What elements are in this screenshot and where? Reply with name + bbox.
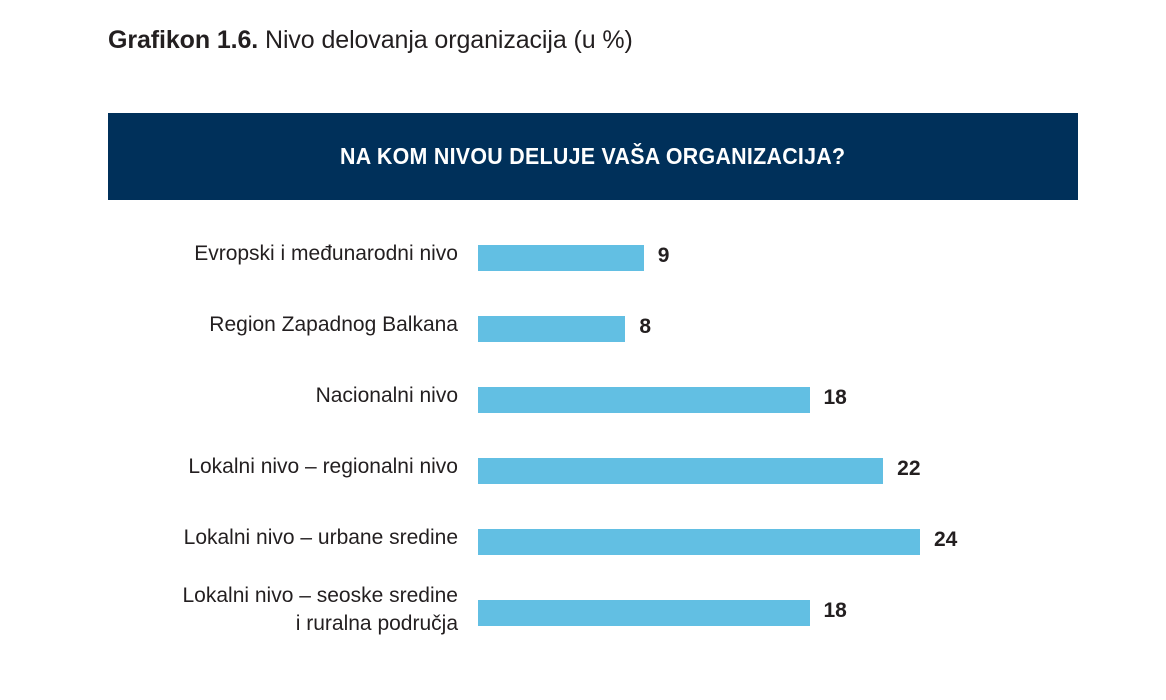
bar[interactable] xyxy=(478,387,810,413)
bar-category-label: Lokalni nivo – seoske sredine i ruralna … xyxy=(182,584,458,635)
bar-value-label: 18 xyxy=(823,599,847,622)
bar-category-label: Evropski i međunarodni nivo xyxy=(194,242,458,265)
bar-category-label: Region Zapadnog Balkana xyxy=(209,313,458,336)
bar-track xyxy=(478,529,920,555)
bar[interactable] xyxy=(478,245,644,271)
chart-question-banner: NA KOM NIVOU DELUJE VAŠA ORGANIZACIJA? xyxy=(108,113,1078,200)
chart-row: Lokalni nivo – regionalni nivo 22 xyxy=(0,435,1166,506)
bar-value-label: 24 xyxy=(934,528,958,551)
chart-row: Evropski i međunarodni nivo 9 xyxy=(0,222,1166,293)
bar-track xyxy=(478,316,626,342)
figure-number: Grafikon 1.6. xyxy=(108,26,259,54)
bar-chart: Evropski i međunarodni nivo 9 Region Zapad… xyxy=(0,222,1166,648)
bar-track xyxy=(478,600,810,626)
bar-category-label: Lokalni nivo – regionalni nivo xyxy=(188,455,458,478)
chart-row: Lokalni nivo – seoske sredine i ruralna … xyxy=(0,577,1166,648)
bar-track xyxy=(478,458,884,484)
chart-row: Nacionalni nivo 18 xyxy=(0,364,1166,435)
bar-value-label: 9 xyxy=(657,244,670,267)
bar-track xyxy=(478,245,644,271)
page-title: Grafikon 1.6. Nivo delovanja organizacij… xyxy=(108,26,633,55)
chart-question-text: NA KOM NIVOU DELUJE VAŠA ORGANIZACIJA? xyxy=(340,143,846,169)
bar[interactable] xyxy=(478,529,920,555)
chart-row: Region Zapadnog Balkana 8 xyxy=(0,293,1166,364)
bar[interactable] xyxy=(478,316,626,342)
bar-category-label: Lokalni nivo – urbane sredine xyxy=(183,526,458,549)
bar-value-label: 18 xyxy=(823,386,847,409)
bar[interactable] xyxy=(478,458,884,484)
bar-category-label: Nacionalni nivo xyxy=(315,384,458,407)
bar-value-label: 8 xyxy=(639,315,652,338)
bar[interactable] xyxy=(478,600,810,626)
chart-row: Lokalni nivo – urbane sredine 24 xyxy=(0,506,1166,577)
bar-track xyxy=(478,387,810,413)
bar-value-label: 22 xyxy=(897,457,921,480)
figure-caption: Nivo delovanja organizacija (u %) xyxy=(265,26,633,54)
